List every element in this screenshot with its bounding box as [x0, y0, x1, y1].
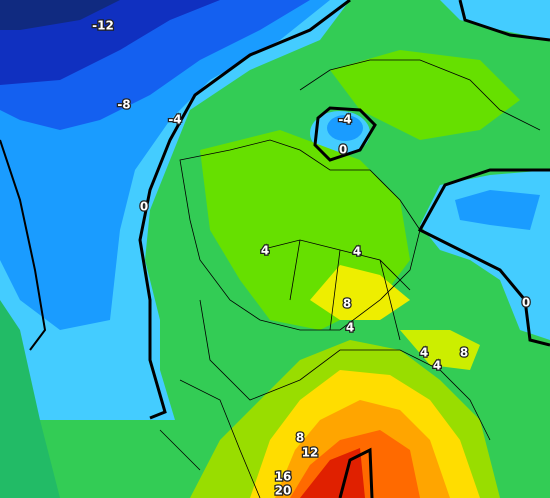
label: -4 — [338, 113, 351, 127]
zero-isoline-northeast — [458, 0, 550, 42]
label: 8 — [296, 431, 304, 445]
label: -12 — [92, 19, 114, 33]
cold-east — [455, 190, 540, 230]
coldest-core — [0, 0, 120, 30]
label: 12 — [302, 446, 319, 460]
label: -4 — [168, 113, 181, 127]
label: 0 — [140, 200, 148, 214]
baltic-cold — [327, 115, 363, 141]
borders — [159, 59, 541, 498]
zero-isoline-east — [417, 168, 550, 347]
label: 4 — [433, 359, 441, 373]
warm-balkans — [400, 330, 480, 370]
label: 16 — [275, 470, 292, 484]
twenty-isoline — [338, 447, 374, 498]
label: 0 — [522, 296, 530, 310]
label: 20 — [275, 484, 292, 498]
label: 8 — [343, 297, 351, 311]
green-southwest — [0, 300, 60, 498]
zero-isoline — [138, 0, 351, 420]
label: 0 — [339, 143, 347, 157]
mild-north — [330, 50, 520, 140]
label: 4 — [346, 321, 354, 335]
cool-northeast — [440, 0, 550, 40]
zero-isoline-baltic — [313, 106, 377, 162]
temperature-labels: -12 -8 -4 -4 0 0 4 4 8 4 4 8 4 0 8 12 16… — [91, 17, 532, 498]
label: 8 — [460, 346, 468, 360]
label: 4 — [420, 346, 428, 360]
label: 4 — [353, 245, 361, 259]
label: -8 — [117, 98, 130, 112]
isoline — [0, 139, 47, 351]
warm-alps — [310, 265, 410, 320]
label: 4 — [261, 244, 269, 258]
